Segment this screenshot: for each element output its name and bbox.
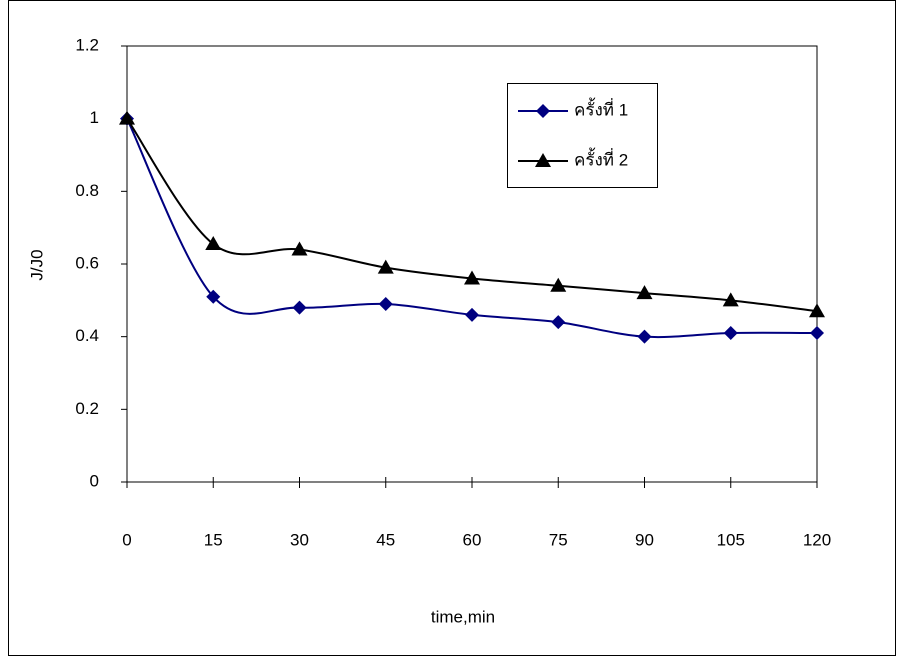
y-tick-label: 0.6 xyxy=(75,253,99,272)
legend: ครั้งที่ 1 ครั้งที่ 2 xyxy=(508,84,658,188)
marker xyxy=(638,330,652,344)
x-tick-label: 90 xyxy=(635,530,654,549)
x-tick-label: 45 xyxy=(376,530,395,549)
series-line xyxy=(127,119,817,337)
legend-box xyxy=(508,84,658,188)
marker xyxy=(810,326,824,340)
plot-area xyxy=(127,46,817,482)
x-tick-label: 0 xyxy=(122,530,131,549)
marker xyxy=(551,315,565,329)
marker xyxy=(293,301,307,315)
x-tick-label: 60 xyxy=(463,530,482,549)
y-tick-label: 1 xyxy=(90,108,99,127)
x-tick-label: 15 xyxy=(204,530,223,549)
y-tick-label: 0.4 xyxy=(75,326,99,345)
marker xyxy=(465,308,479,322)
y-tick-label: 0.2 xyxy=(75,399,99,418)
y-tick-label: 0.8 xyxy=(75,181,99,200)
x-tick-label: 75 xyxy=(549,530,568,549)
chart: time,min J/J0 0 0.2 0.4 0.6 0.8 1 1.2 0 15 30 45 60… xyxy=(0,0,897,657)
y-axis-title: J/J0 xyxy=(27,249,46,280)
page: {"chart_data": {"type": "line", "x_label… xyxy=(0,0,897,657)
legend-label: ครั้งที่ 2 xyxy=(574,147,628,169)
chart-border xyxy=(9,1,896,656)
legend-label: ครั้งที่ 1 xyxy=(574,97,628,119)
marker xyxy=(724,326,738,340)
x-tick-label: 120 xyxy=(803,530,831,549)
y-tick-label: 0 xyxy=(90,471,99,490)
marker xyxy=(379,297,393,311)
y-tick-label: 1.2 xyxy=(75,35,99,54)
x-tick-label: 105 xyxy=(717,530,745,549)
x-tick-label: 30 xyxy=(290,530,309,549)
x-axis-title: time,min xyxy=(431,607,495,626)
